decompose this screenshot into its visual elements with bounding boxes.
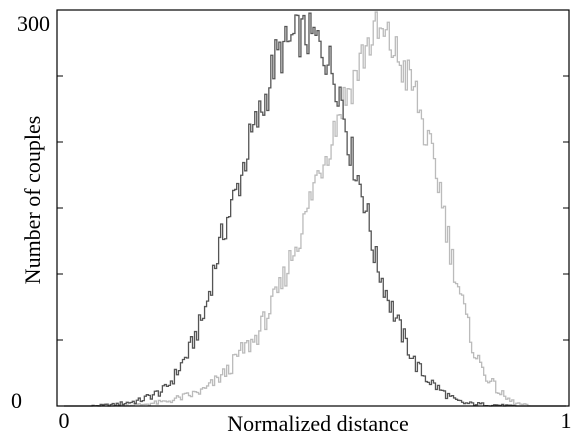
series-layer <box>64 11 566 407</box>
y-tick-label-300: 300 <box>17 11 50 36</box>
y-tick-label-0: 0 <box>11 388 22 413</box>
ticks-layer <box>57 9 569 407</box>
x-tick-label-0: 0 <box>59 408 70 433</box>
histogram-series-1 <box>64 12 566 407</box>
y-axis-label: Number of couples <box>20 116 45 285</box>
histogram-series-2 <box>64 11 566 407</box>
plot-frame <box>56 9 570 407</box>
x-tick-label-1: 1 <box>561 408 572 433</box>
x-axis-label: Normalized distance <box>227 411 408 435</box>
